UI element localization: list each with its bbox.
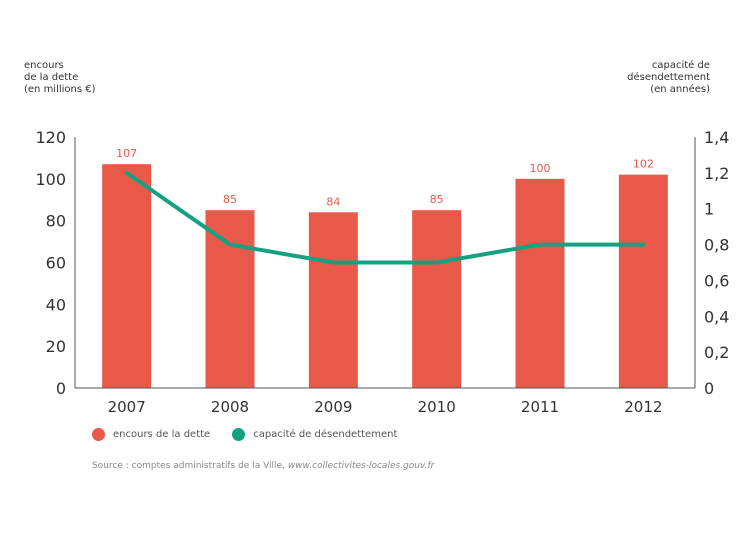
x-tick-label-2010: 2010 bbox=[418, 398, 456, 416]
right-tick-label: 0,4 bbox=[704, 307, 729, 326]
legend: encours de la dette capacité de désendet… bbox=[92, 428, 419, 441]
left-tick-label: 60 bbox=[46, 254, 66, 273]
bar-label-2009: 84 bbox=[326, 195, 340, 208]
left-tick-label: 0 bbox=[56, 379, 66, 398]
bar-label-2008: 85 bbox=[223, 193, 237, 206]
right-axis-title: capacité de désendettement (en années) bbox=[627, 60, 710, 96]
bar-label-2011: 100 bbox=[530, 162, 551, 175]
bar-label-2007: 107 bbox=[116, 147, 137, 160]
bar-2007 bbox=[102, 164, 152, 388]
right-tick-label: 1,2 bbox=[704, 164, 729, 183]
right-tick-label: 0,6 bbox=[704, 271, 729, 290]
left-tick-label: 100 bbox=[35, 170, 66, 189]
x-tick-label-2007: 2007 bbox=[108, 398, 146, 416]
left-tick-label: 120 bbox=[35, 128, 66, 147]
legend-item-capacity: capacité de désendettement bbox=[232, 428, 397, 441]
right-tick-label: 1,4 bbox=[704, 128, 729, 147]
legend-label-debt: encours de la dette bbox=[113, 429, 211, 440]
legend-swatch-capacity-icon bbox=[232, 428, 246, 441]
x-tick-label-2009: 2009 bbox=[314, 398, 352, 416]
line-series bbox=[124, 170, 646, 265]
bar-2009 bbox=[308, 212, 358, 388]
source-link[interactable]: www.collectivites-locales.gouv.fr bbox=[287, 461, 435, 471]
bar-2011 bbox=[515, 178, 565, 388]
x-tick-label-2012: 2012 bbox=[624, 398, 662, 416]
right-axis-ticks: 0 0,2 0,4 0,6 0,8 1 1,2 1,4 bbox=[704, 128, 729, 398]
legend-label-capacity: capacité de désendettement bbox=[253, 429, 398, 440]
right-tick-label: 0 bbox=[704, 379, 714, 398]
legend-swatch-debt-icon bbox=[92, 428, 105, 441]
legend-item-debt: encours de la dette bbox=[92, 428, 210, 441]
right-axis-title-line: capacité de bbox=[651, 60, 710, 71]
right-axis-title-line: (en années) bbox=[650, 84, 710, 95]
axes bbox=[74, 137, 696, 389]
bar-2012 bbox=[618, 174, 668, 388]
bar-label-2010: 85 bbox=[430, 193, 444, 206]
right-tick-label: 1 bbox=[704, 200, 714, 219]
bar-2008 bbox=[205, 210, 255, 388]
left-tick-label: 80 bbox=[46, 212, 66, 231]
capacity-line bbox=[124, 170, 646, 265]
left-axis-title-line: de la dette bbox=[24, 72, 79, 83]
source-note: Source : comptes administratifs de la Vi… bbox=[92, 461, 434, 471]
bar-data-labels: 107 85 84 85 100 102 bbox=[116, 147, 654, 208]
left-tick-label: 20 bbox=[46, 337, 66, 356]
bar-label-2012: 102 bbox=[633, 158, 654, 171]
x-tick-label-2011: 2011 bbox=[521, 398, 559, 416]
source-prefix: Source : comptes administratifs de la Vi… bbox=[92, 461, 288, 471]
left-axis-ticks: 0 20 40 60 80 100 120 bbox=[35, 128, 66, 398]
left-tick-label: 40 bbox=[46, 295, 66, 314]
left-axis-title-line: (en millions €) bbox=[24, 84, 96, 95]
bar-series bbox=[102, 164, 668, 388]
x-axis-ticks: 2007 2008 2009 2010 2011 2012 bbox=[108, 398, 663, 416]
x-tick-label-2008: 2008 bbox=[211, 398, 249, 416]
left-axis-title: encours de la dette (en millions €) bbox=[24, 60, 96, 96]
bar-2010 bbox=[412, 210, 462, 388]
right-tick-label: 0,8 bbox=[704, 236, 729, 255]
left-axis-title-line: encours bbox=[24, 60, 64, 71]
right-tick-label: 0,2 bbox=[704, 343, 729, 362]
right-axis-title-line: désendettement bbox=[627, 72, 710, 83]
